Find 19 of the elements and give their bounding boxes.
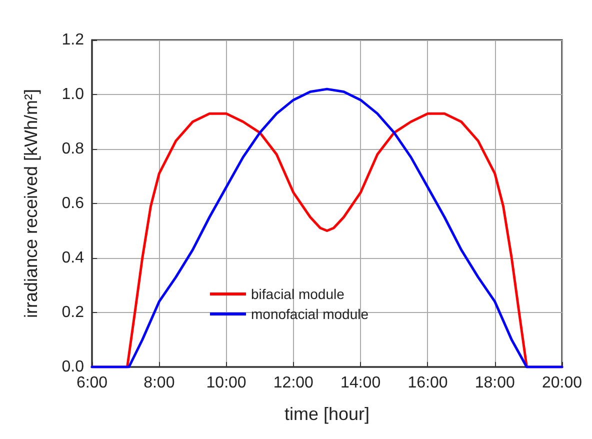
x-tick-label: 16:00 [408, 374, 448, 392]
x-tick-label: 6:00 [76, 374, 108, 392]
x-tick-label: 18:00 [474, 374, 515, 392]
y-tick-label: 0.2 [62, 304, 84, 321]
legend-label: monofacial module [251, 306, 369, 322]
y-tick-label: 0.4 [62, 250, 84, 266]
x-axis-title: time [hour] [284, 404, 370, 424]
y-tick-label: 0.0 [62, 358, 84, 376]
x-tick-label: 12:00 [273, 374, 314, 392]
y-tick-label: 1.0 [62, 86, 84, 103]
y-tick-label: 1.2 [62, 32, 84, 48]
x-tick-label: 20:00 [542, 374, 582, 392]
x-tick-label: 8:00 [144, 374, 175, 392]
legend-label: bifacial module [251, 286, 345, 302]
x-tick-label: 10:00 [206, 374, 246, 392]
x-tick-label: 14:00 [340, 374, 381, 392]
y-tick-label: 0.6 [62, 195, 84, 212]
y-axis-title: irradiance received [kWh/m²] [21, 88, 41, 318]
y-tick-label: 0.8 [62, 140, 84, 158]
